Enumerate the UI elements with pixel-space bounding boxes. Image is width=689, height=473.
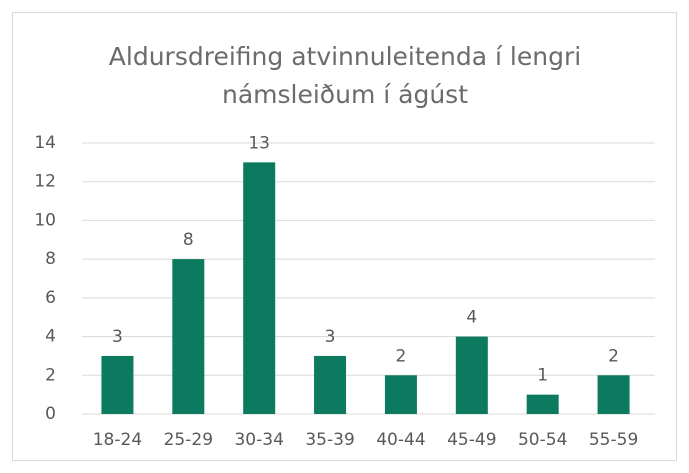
x-tick-label: 50-54	[518, 430, 567, 450]
x-tick-label: 30-34	[234, 430, 283, 450]
y-tick-label: 2	[45, 365, 56, 385]
bar	[172, 259, 205, 414]
bar	[384, 375, 417, 414]
x-tick-label: 35-39	[305, 430, 354, 450]
y-tick-label: 6	[45, 288, 56, 308]
data-label: 13	[248, 133, 270, 153]
x-tick-label: 25-29	[164, 430, 213, 450]
bar	[314, 355, 347, 414]
x-tick-label: 18-24	[93, 430, 142, 450]
bar	[243, 162, 276, 414]
bar	[101, 355, 134, 414]
y-tick-label: 8	[45, 249, 56, 269]
y-tick-label: 14	[34, 133, 56, 153]
data-label: 4	[466, 308, 477, 328]
x-tick-label: 40-44	[376, 430, 425, 450]
bar	[526, 394, 559, 414]
y-tick-label: 0	[45, 404, 56, 424]
data-label: 1	[537, 366, 548, 386]
data-label: 3	[112, 327, 123, 347]
chart-title: Aldursdreifing atvinnuleitenda í lengri …	[108, 42, 582, 109]
x-tick-label: 45-49	[447, 430, 496, 450]
y-tick-label: 12	[34, 172, 56, 192]
bar	[597, 375, 630, 414]
data-label: 3	[325, 327, 336, 347]
x-tick-label: 55-59	[589, 430, 638, 450]
y-tick-label: 10	[34, 210, 56, 230]
y-tick-label: 4	[45, 327, 56, 347]
bar	[455, 336, 488, 414]
data-label: 2	[608, 346, 619, 366]
data-label: 8	[183, 230, 194, 250]
data-label: 2	[396, 346, 407, 366]
